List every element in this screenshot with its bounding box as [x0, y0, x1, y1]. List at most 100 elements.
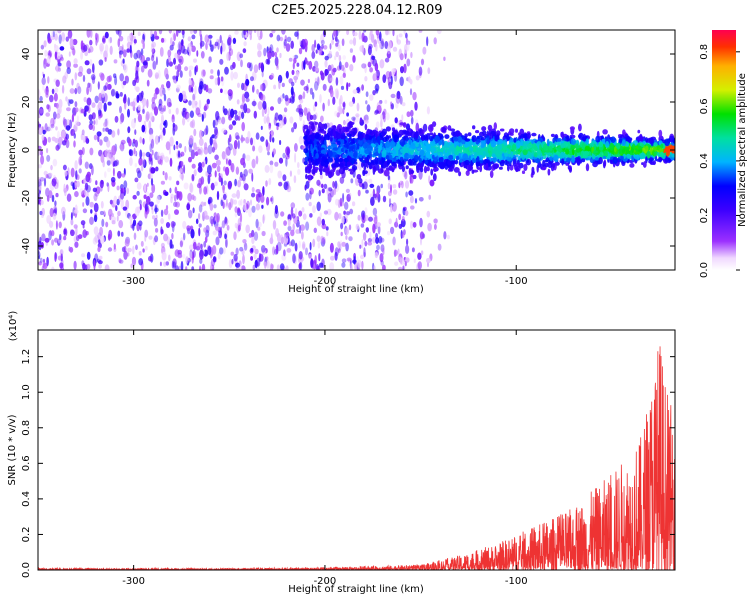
- spectrogram-cell: [178, 58, 182, 63]
- spectrogram-cell: [294, 208, 298, 217]
- spectrogram-cell: [401, 180, 404, 189]
- spectrogram-cell: [192, 207, 195, 214]
- spectrogram-cell: [348, 101, 354, 107]
- spectrogram-cell: [140, 240, 144, 247]
- spectrogram-cell: [145, 113, 150, 122]
- spectrogram-cell: [422, 46, 427, 55]
- spectrogram-cell: [135, 244, 138, 251]
- spectrogram-cell: [142, 248, 145, 253]
- spectrogram-cell: [583, 150, 590, 156]
- spectrogram-cell: [346, 257, 352, 262]
- spectrogram-cell: [163, 208, 169, 216]
- spectrogram-cell: [292, 223, 295, 232]
- spectrogram-cell: [309, 190, 312, 200]
- spectrogram-cell: [78, 149, 83, 156]
- spectrogram-cell: [102, 127, 105, 132]
- spectrogram-cell: [86, 86, 89, 95]
- spectrogram-cell: [290, 239, 296, 247]
- spectrogram-cell: [207, 144, 213, 155]
- spectrogram-cell: [318, 168, 323, 172]
- spectrogram-cell: [156, 195, 161, 205]
- spectrogram-cell: [414, 198, 418, 204]
- spectrogram-cell: [322, 102, 325, 112]
- spectrogram-cell: [213, 204, 217, 209]
- spectrogram-cell: [239, 246, 244, 252]
- spectrogram-cell: [349, 171, 354, 175]
- spectrogram-cell: [321, 135, 324, 141]
- spectrogram-cell: [111, 89, 115, 97]
- spectrogram-cell: [205, 225, 210, 233]
- spectrogram-cell: [273, 84, 277, 90]
- spectrogram-cell: [147, 68, 153, 78]
- spectrogram-cell: [412, 174, 417, 180]
- spectrogram-cell: [263, 47, 267, 57]
- spectrogram-cell: [316, 179, 321, 186]
- spectrogram-cell: [199, 258, 203, 265]
- spectrogram-cell: [100, 201, 104, 209]
- spectrogram-cell: [377, 147, 381, 154]
- spectrogram-cell: [121, 173, 126, 178]
- spectrogram-cell: [263, 213, 266, 221]
- spectrogram-cell: [369, 94, 374, 101]
- spectrogram-cell: [65, 96, 68, 102]
- spectrogram-cell: [235, 247, 239, 256]
- spectrogram-cell: [410, 205, 415, 210]
- spectrogram-cell: [74, 160, 78, 170]
- spectrogram-cell: [403, 63, 407, 74]
- spectrogram-cell: [150, 178, 154, 186]
- spectrogram-cell: [381, 38, 384, 47]
- spectrogram-cell: [62, 164, 67, 171]
- spectrogram-cell: [160, 218, 165, 224]
- spectrogram-cell: [176, 70, 180, 78]
- spectrogram-cell: [391, 163, 397, 167]
- spectrogram-cell: [277, 97, 282, 105]
- spectrogram-cell: [382, 74, 387, 83]
- spectrogram-cell: [485, 162, 489, 171]
- spectrogram-cell: [285, 43, 291, 52]
- spectrogram-cell: [626, 142, 629, 147]
- spectrogram-cell: [392, 129, 399, 135]
- spectrogram-cell: [387, 190, 392, 197]
- spectrogram-cell: [404, 210, 409, 217]
- spectrogram-cell: [151, 48, 156, 54]
- spectrogram-cell: [84, 50, 89, 57]
- spectrogram-cell: [184, 108, 188, 115]
- spectrogram-cell: [303, 86, 309, 91]
- spectrogram-cell: [214, 126, 218, 136]
- spectrogram-cell: [159, 261, 162, 267]
- spectrogram-cell: [421, 129, 425, 135]
- spectrogram-cell: [290, 86, 294, 96]
- spectrogram-cell: [672, 138, 675, 144]
- spectrogram-cell: [42, 73, 45, 78]
- spectrogram-cell: [509, 128, 515, 134]
- spectrogram-cell: [88, 114, 93, 121]
- spectrogram-cell: [297, 162, 300, 169]
- spectrogram-cell: [288, 57, 293, 62]
- spectrogram-cell: [255, 261, 260, 267]
- spectrogram-cell: [477, 167, 480, 170]
- spectrogram-cell: [100, 153, 105, 163]
- spectrogram-cell: [531, 132, 537, 137]
- spectrogram-cell: [95, 118, 98, 126]
- spectrogram-cell: [78, 234, 83, 240]
- spectrogram-cell: [205, 42, 208, 50]
- spectrogram-cell: [55, 126, 58, 131]
- spectrogram-cell: [427, 67, 431, 75]
- spectrogram-cell: [395, 217, 398, 227]
- colorbar-tick-label: 0.2: [699, 208, 710, 224]
- spectrogram-cell: [471, 142, 476, 146]
- spectrogram-cell: [292, 253, 296, 264]
- spectrogram-cell: [256, 30, 260, 38]
- spectrogram-cell: [143, 120, 146, 126]
- spectrogram-cell: [219, 247, 224, 255]
- spectrogram-cell: [106, 159, 111, 166]
- spectrogram-cell: [343, 119, 346, 126]
- spectrogram-cell: [380, 237, 385, 243]
- spectrogram-cell: [614, 146, 617, 153]
- spectrogram-cell: [316, 43, 320, 51]
- spectrogram-cell: [272, 220, 277, 230]
- spectrogram-cell: [243, 183, 249, 191]
- spectrogram-cell: [307, 174, 313, 181]
- spectrogram-cell: [419, 231, 425, 240]
- spectrogram-cell: [236, 51, 242, 62]
